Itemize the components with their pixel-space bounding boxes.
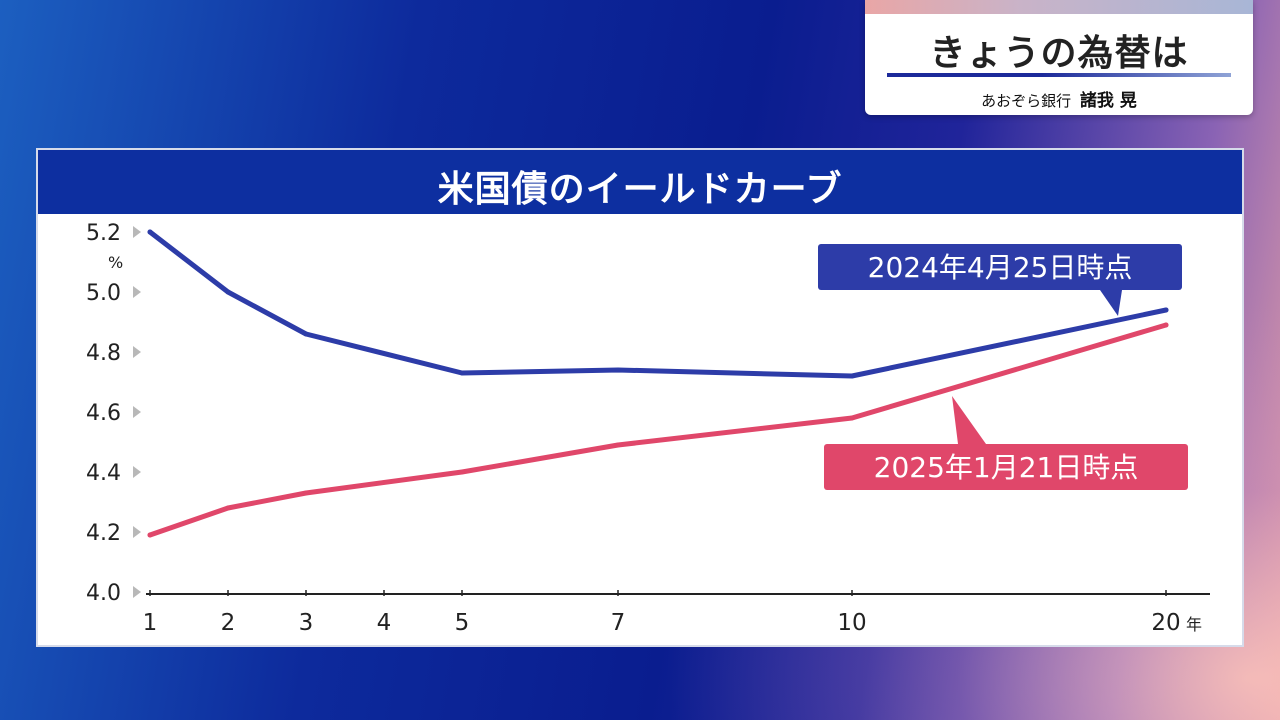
segment-title: きょうの為替は	[929, 33, 1189, 74]
y-tick-marker	[133, 526, 141, 538]
data-point-2025	[849, 415, 855, 421]
data-point-2024	[303, 331, 309, 337]
x-tick-label: 4	[377, 610, 392, 636]
y-tick-label: 5.0	[86, 281, 121, 306]
x-tick-label: 3	[299, 610, 314, 636]
series-label-2025: 2025年1月21日時点	[874, 451, 1139, 484]
y-tick-label: 5.2	[86, 221, 121, 246]
data-point-2024	[459, 370, 465, 376]
x-tick-label: 2	[221, 610, 236, 636]
x-axis-unit: 年	[1186, 615, 1202, 634]
x-tick-label: 5	[455, 610, 470, 636]
y-tick-marker	[133, 586, 141, 598]
y-tick-label: 4.2	[86, 521, 121, 546]
caption-rule	[887, 73, 1231, 77]
series-label-2024-pointer	[1100, 290, 1122, 316]
y-tick-marker	[133, 346, 141, 358]
y-tick-marker	[133, 466, 141, 478]
x-tick-label: 20	[1151, 610, 1180, 636]
data-point-2024	[849, 373, 855, 379]
x-tick-label: 10	[837, 610, 866, 636]
y-tick-marker	[133, 286, 141, 298]
commentator-name: 諸我 晃	[1079, 91, 1137, 111]
data-point-2025	[303, 490, 309, 496]
series-line-2025	[147, 322, 1169, 538]
commentator-org: あおぞら銀行	[981, 92, 1072, 110]
series-label-2024-box	[818, 244, 1182, 290]
y-tick-marker	[133, 406, 141, 418]
data-point-2025	[1163, 322, 1169, 328]
series-label-2025-pointer	[952, 396, 986, 444]
y-tick-label: 4.6	[86, 401, 121, 426]
x-tick-label: 1	[143, 610, 158, 636]
y-tick-marker	[133, 226, 141, 238]
chart-header: 米国債のイールドカーブ	[38, 150, 1242, 216]
x-tick-label: 7	[611, 610, 626, 636]
y-tick-label: 4.4	[86, 461, 121, 486]
y-tick-label: 4.0	[86, 581, 121, 606]
data-point-2025	[615, 442, 621, 448]
data-point-2025	[147, 532, 153, 538]
data-point-2024	[225, 289, 231, 295]
y-axis-unit: %	[108, 253, 123, 272]
yield-curve-chart: 5.2 5.0 4.8 4.6 4.4 4.2 4.0% 1 2 3 4 5 7 10 20 年 2024年4月…	[86, 221, 1210, 636]
caption-top-bar	[865, 0, 1253, 14]
data-point-2025	[225, 505, 231, 511]
series-label-2025-box	[824, 444, 1188, 490]
data-point-2024	[615, 367, 621, 373]
series-label-2024: 2024年4月25日時点	[868, 251, 1133, 284]
commentator-line: あおぞら銀行 諸我 晃	[865, 86, 1253, 111]
chart-title: 米国債のイールドカーブ	[437, 169, 843, 210]
data-point-2024	[1163, 307, 1169, 313]
segment-caption-box: きょうの為替は あおぞら銀行 諸我 晃	[865, 0, 1253, 115]
chart-card: 米国債のイールドカーブ 5.2 5.0 4.8 4.6 4.4 4.2 4.0% 1 2 3 4 5 7…	[36, 148, 1244, 647]
data-point-2024	[147, 229, 153, 235]
y-tick-label: 4.8	[86, 341, 121, 366]
data-point-2025	[459, 469, 465, 475]
